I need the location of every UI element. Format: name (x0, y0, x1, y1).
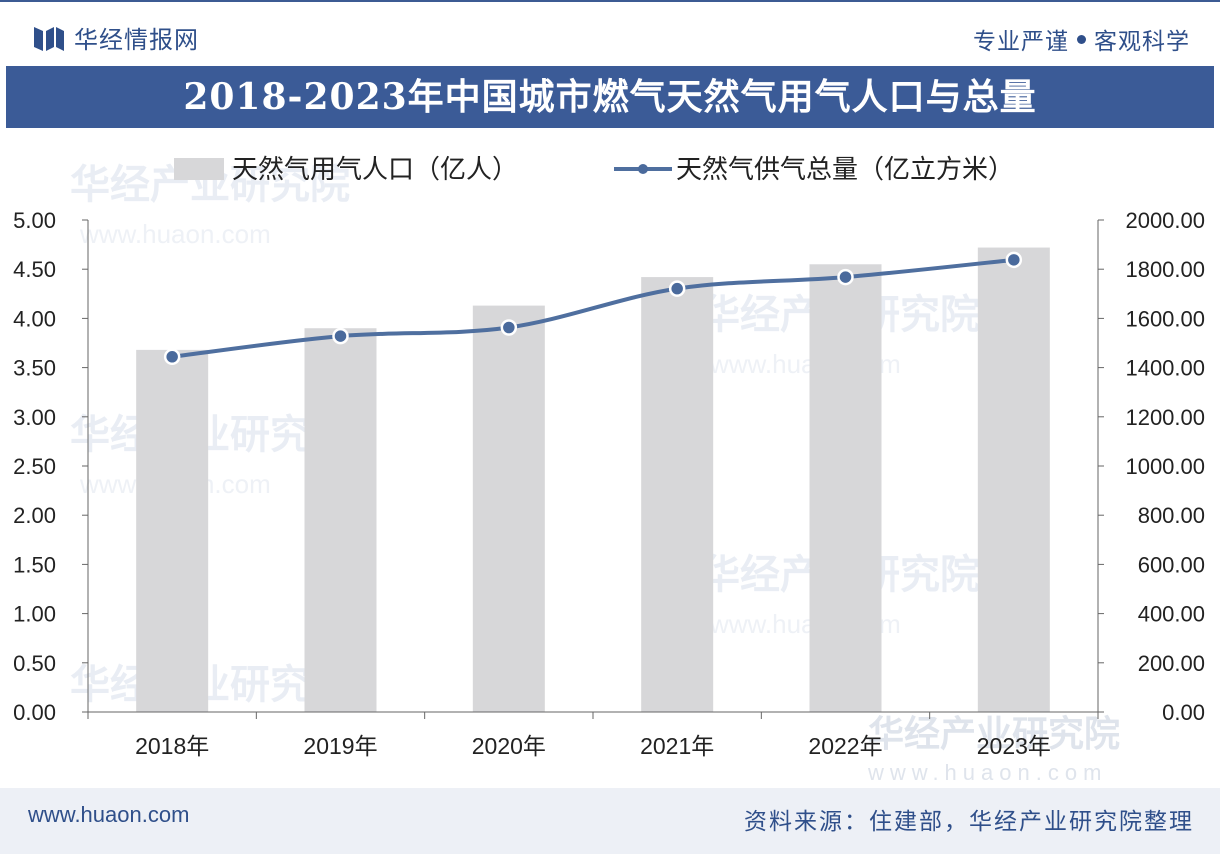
x-tick-label: 2020年 (472, 733, 546, 759)
left-tick-label: 0.00 (13, 700, 56, 725)
watermark-name: 华经产业研究院 (70, 663, 350, 707)
line-point-2022年 (837, 268, 854, 286)
right-tick-label: 1200.00 (1125, 405, 1205, 430)
left-tick-label: 3.50 (13, 356, 56, 381)
title-bar: 2018-2023年中国城市燃气天然气用气人口与总量 (6, 66, 1214, 128)
bar-2019年 (304, 328, 377, 712)
legend-line-marker (638, 164, 648, 174)
line-point-2021年 (668, 280, 686, 297)
top-header: 华经情报网 专业严谨 客观科学 (0, 0, 1220, 64)
right-tick-label: 0.00 (1162, 700, 1205, 725)
right-tick-label: 1000.00 (1125, 454, 1205, 479)
left-tick-label: 2.00 (13, 503, 56, 528)
x-tick-label: 2021年 (640, 733, 714, 759)
right-tick-label: 2000.00 (1125, 208, 1205, 233)
footer-source: 资料来源：住建部，华经产业研究院整理 (744, 809, 1194, 835)
right-tick-label: 200.00 (1138, 651, 1205, 676)
legend-line-label: 天然气供气总量（亿立方米） (676, 154, 1014, 184)
chart-area: 华经产业研究院华经产业研究院华经产业研究院华经产业研究院华经产业研究院www.h… (0, 128, 1220, 788)
watermark-url: www.huaon.com (79, 219, 271, 249)
line-point-2020年 (500, 319, 518, 336)
x-tick-label: 2018年 (135, 733, 209, 759)
watermark-name: 华经产业研究院 (70, 413, 350, 457)
right-tick-label: 800.00 (1138, 503, 1205, 528)
slogan-dot-icon (1077, 34, 1086, 44)
x-tick-label: 2022年 (808, 733, 882, 759)
line-point-2018年 (163, 348, 181, 366)
brand-logo-icon (34, 26, 64, 51)
supply-total-line (171, 257, 1015, 359)
combo-chart: 华经产业研究院华经产业研究院华经产业研究院华经产业研究院华经产业研究院www.h… (13, 154, 1205, 785)
right-tick-label: 1600.00 (1125, 306, 1205, 331)
line-point-2023年 (1005, 251, 1023, 269)
left-tick-label: 3.00 (13, 405, 56, 430)
bar-2020年 (472, 305, 545, 712)
slogan: 专业严谨 客观科学 (973, 22, 1190, 56)
left-tick-label: 4.50 (13, 257, 56, 282)
footer: www.huaon.com 资料来源：住建部，华经产业研究院整理 (0, 788, 1220, 854)
x-tick-label: 2023年 (977, 733, 1051, 759)
watermark-url: www.huaon.com (867, 760, 1107, 785)
brand: 华经情报网 (34, 20, 199, 55)
footer-url: www.huaon.com (28, 802, 190, 827)
legend-bar-label: 天然气用气人口（亿人） (232, 154, 518, 184)
left-tick-label: 1.50 (13, 552, 56, 577)
line-point-2019年 (332, 327, 349, 345)
left-tick-label: 5.00 (13, 208, 56, 233)
watermark-name: 华经产业研究院 (868, 713, 1120, 754)
bar-2018年 (136, 349, 209, 712)
slogan-left: 专业严谨 (973, 29, 1069, 55)
left-tick-label: 0.50 (13, 651, 56, 676)
right-tick-label: 400.00 (1138, 602, 1205, 627)
left-tick-label: 4.00 (13, 306, 56, 331)
left-tick-label: 2.50 (13, 454, 56, 479)
left-tick-label: 1.00 (13, 602, 56, 627)
right-tick-label: 600.00 (1138, 552, 1205, 577)
bar-2023年 (977, 247, 1050, 712)
x-tick-label: 2019年 (303, 733, 377, 759)
right-tick-label: 1400.00 (1125, 356, 1205, 381)
legend-bar-swatch (174, 158, 224, 180)
chart-title: 2018-2023年中国城市燃气天然气用气人口与总量 (183, 76, 1037, 118)
right-tick-label: 1800.00 (1125, 257, 1205, 282)
bar-2022年 (809, 264, 882, 712)
slogan-right: 客观科学 (1094, 29, 1190, 55)
bar-2021年 (641, 277, 714, 712)
brand-name: 华经情报网 (74, 26, 199, 54)
